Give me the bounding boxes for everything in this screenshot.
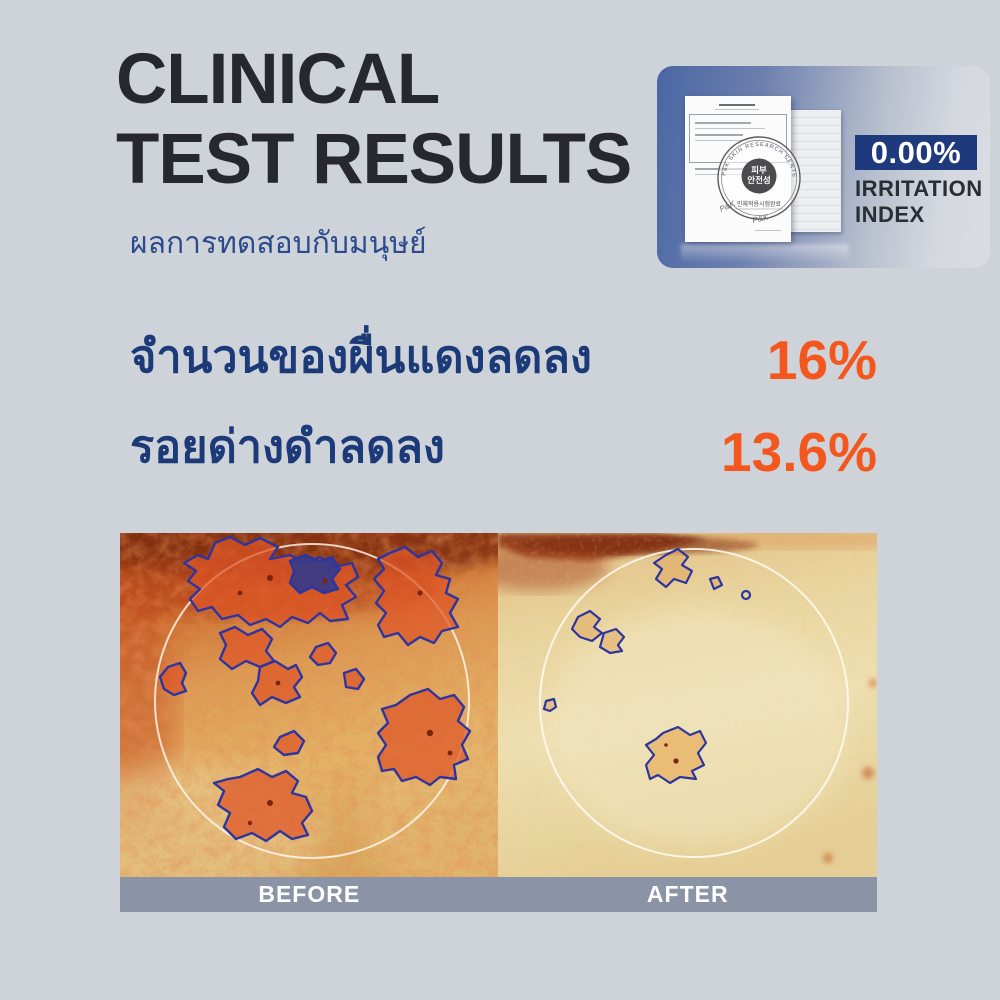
certificate-signature-mark	[755, 230, 781, 231]
residual-patch	[644, 725, 708, 785]
certificate-reflection	[681, 244, 849, 262]
certificate-text-line	[695, 122, 751, 124]
redness-patch	[376, 687, 472, 787]
redness-patch	[158, 661, 188, 697]
redness-patch	[212, 767, 314, 843]
certificate-text-line	[695, 128, 765, 129]
stamp-caption: 인체적용시험완료	[737, 200, 782, 208]
residual-patch	[570, 609, 604, 643]
page-title: CLINICAL TEST RESULTS	[116, 40, 632, 200]
after-skin-highlight	[548, 608, 848, 848]
redness-patch	[308, 641, 338, 667]
certificate-text-line	[695, 134, 743, 136]
redness-patch	[272, 729, 306, 757]
certification-card: P&K SKIN RESEARCH CENTER 피부 안전성 인체적용시험완료…	[657, 66, 990, 268]
stamp-center-text-2: 안전성	[747, 175, 770, 185]
residual-patch	[652, 547, 694, 589]
residual-patches	[542, 547, 752, 785]
after-photo	[498, 533, 877, 877]
irritation-label-line2: INDEX	[855, 202, 925, 227]
patch-dark-speckles	[664, 743, 679, 764]
before-label: BEFORE	[258, 881, 361, 907]
before-after-comparison: BEFORE AFTER	[120, 533, 877, 912]
redness-patch-dark	[288, 553, 342, 595]
before-photo	[120, 533, 498, 877]
label-bar: BEFORE AFTER	[120, 877, 877, 912]
residual-patch	[740, 589, 752, 601]
irritation-index-badge: 0.00%	[855, 135, 977, 170]
certificate-text-line	[695, 140, 759, 141]
patch-dark-speckles	[237, 575, 453, 826]
photo-row	[120, 533, 877, 877]
redness-patches	[158, 535, 472, 843]
page-subtitle-thai: ผลการทดสอบกับมนุษย์	[130, 227, 427, 260]
residual-patch	[708, 575, 724, 591]
stamp-ink-mark-2: P&K	[752, 213, 770, 225]
stamp-center-text-1: 피부	[751, 165, 767, 175]
analysis-circle	[539, 548, 849, 858]
safety-stamp: P&K SKIN RESEARCH CENTER 피부 안전성 인체적용시험완료…	[713, 130, 801, 225]
stat-value-dark-spots: 13.6%	[721, 421, 877, 483]
redness-patch	[218, 625, 276, 671]
certificate-text-line	[715, 109, 759, 110]
stat-value-redness: 16%	[766, 329, 877, 391]
after-label: AFTER	[646, 881, 729, 907]
analysis-circle	[154, 543, 470, 859]
stamp-inner-ring	[721, 140, 797, 216]
irritation-label-line1: IRRITATION	[855, 176, 983, 201]
residual-patch	[598, 627, 626, 655]
stamp-center-disc	[741, 158, 777, 194]
after-edge-redness	[823, 679, 877, 863]
stat-label-redness: จำนวนของผื่นแดงลดลง	[130, 331, 592, 382]
page-title-line1: CLINICAL	[116, 40, 440, 119]
stat-label-dark-spots: รอยด่างดำลดลง	[130, 421, 445, 472]
redness-patch	[372, 545, 460, 647]
page-title-line2: TEST RESULTS	[116, 120, 632, 199]
redness-patch	[342, 667, 366, 691]
residual-patch	[542, 697, 558, 713]
certificate-text-line	[719, 104, 755, 106]
